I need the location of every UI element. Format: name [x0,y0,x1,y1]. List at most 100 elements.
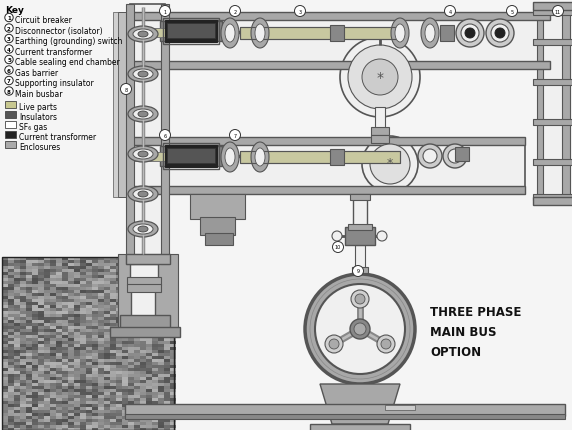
Bar [140,323,146,326]
Bar [38,323,44,326]
Bar [56,362,62,365]
Bar [152,395,158,398]
Bar [92,329,98,332]
Bar [98,380,104,383]
Bar [20,413,26,416]
Bar [44,428,50,430]
Bar [32,284,38,287]
Bar [130,138,525,146]
Bar [98,389,104,392]
Bar [86,329,92,332]
Bar [38,392,44,395]
Bar [140,374,146,377]
Bar [68,266,74,269]
Bar [134,302,140,305]
Bar [110,326,116,329]
Bar [134,314,140,317]
Bar [122,395,128,398]
Bar [68,371,74,374]
Bar [38,374,44,377]
Bar [20,350,26,353]
Bar [158,395,164,398]
Bar [128,269,134,272]
Bar [56,371,62,374]
Bar [26,428,32,430]
Bar [56,287,62,290]
Bar [164,266,170,269]
Bar [68,320,74,323]
Bar [14,404,20,407]
Bar [86,404,92,407]
Bar [152,425,158,428]
Bar [110,392,116,395]
Bar [126,255,170,264]
Bar [80,404,86,407]
Bar [562,5,570,205]
Bar [128,317,134,320]
Bar [68,302,74,305]
Bar [152,329,158,332]
Bar [164,278,170,281]
Bar [92,320,98,323]
Bar [128,264,134,266]
Bar [38,341,44,344]
Bar [38,308,44,311]
Bar [56,258,62,261]
Bar [98,356,104,359]
Bar [20,269,26,272]
Bar [110,329,116,332]
Bar [14,317,20,320]
Bar [158,398,164,401]
Bar [56,290,62,293]
Bar [122,269,128,272]
Bar [80,392,86,395]
Bar [74,428,80,430]
Bar [80,329,86,332]
Bar [26,365,32,368]
Bar [86,377,92,380]
Bar [80,269,86,272]
Bar [110,395,116,398]
Bar [2,344,8,347]
Bar [38,371,44,374]
Bar [56,275,62,278]
Bar [14,389,20,392]
Ellipse shape [128,221,158,237]
Bar [62,287,68,290]
Bar [134,272,140,275]
Bar [2,258,174,430]
Bar [146,281,152,284]
Bar [130,264,158,280]
Bar [164,338,170,341]
Bar [92,269,98,272]
Text: 6: 6 [164,133,166,138]
Bar [68,356,74,359]
Bar [80,410,86,413]
Bar [92,422,98,425]
Ellipse shape [138,32,148,38]
Bar [128,374,134,377]
Bar [170,305,176,308]
Bar [14,314,20,317]
Bar [32,419,38,422]
Bar [110,332,116,335]
Bar [158,338,164,341]
Bar [140,371,146,374]
Bar [122,359,128,362]
Bar [146,401,152,404]
Bar [92,264,98,266]
Bar [2,266,8,269]
Bar [158,344,164,347]
Bar [170,287,176,290]
Bar [20,383,26,386]
Bar [140,302,146,305]
Bar [62,344,68,347]
Bar [86,284,92,287]
Bar [164,305,170,308]
Bar [140,401,146,404]
Bar [50,404,56,407]
Bar [80,407,86,410]
Bar [74,413,80,416]
Bar [164,410,170,413]
Bar [146,422,152,425]
